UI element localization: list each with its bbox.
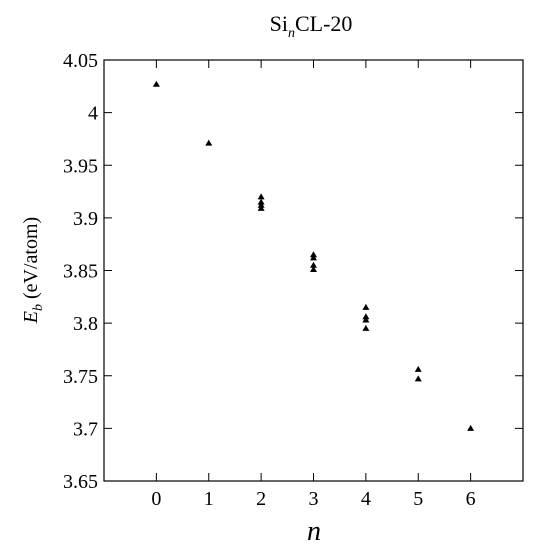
y-tick-label: 3.95 bbox=[63, 155, 98, 177]
x-tick-label: 5 bbox=[413, 488, 423, 510]
data-point-triangle bbox=[257, 198, 265, 205]
y-tick-label: 3.85 bbox=[63, 261, 98, 283]
x-tick-label: 6 bbox=[466, 488, 476, 510]
data-point-triangle bbox=[362, 313, 370, 320]
chart-title: SinCL-20 bbox=[270, 11, 353, 41]
chart-title-prefix: Si bbox=[270, 11, 288, 36]
x-axis: 0 1 2 3 4 5 6 bbox=[151, 60, 476, 510]
y-axis: 3.65 3.7 3.75 3.8 3.85 3.9 3.95 4 4.05 bbox=[63, 50, 523, 493]
data-point-triangle bbox=[257, 201, 265, 208]
data-point-triangle bbox=[257, 193, 265, 200]
y-axis-label-unit: (eV/atom) bbox=[20, 217, 42, 304]
data-point-triangle bbox=[310, 261, 317, 268]
y-axis-label-symbol: E bbox=[20, 311, 42, 324]
y-axis-label-subscript: b bbox=[31, 304, 46, 311]
y-tick-label: 3.65 bbox=[63, 471, 98, 493]
x-tick-label: 3 bbox=[309, 488, 319, 510]
data-point-triangle bbox=[152, 80, 160, 87]
data-series bbox=[152, 80, 475, 431]
data-point-triangle bbox=[205, 139, 213, 146]
y-tick-label: 3.8 bbox=[73, 313, 98, 335]
x-tick-label: 2 bbox=[256, 488, 266, 510]
y-tick-label: 4 bbox=[88, 103, 98, 125]
chart-title-suffix: CL-20 bbox=[295, 11, 352, 36]
y-tick-label: 3.75 bbox=[63, 366, 98, 388]
data-point-triangle bbox=[310, 251, 317, 258]
data-point-triangle bbox=[467, 424, 475, 431]
y-axis-label: Eb (eV/atom) bbox=[20, 217, 46, 324]
data-point-triangle bbox=[362, 316, 370, 323]
data-point-triangle bbox=[310, 265, 317, 272]
y-tick-label: 3.7 bbox=[73, 418, 98, 440]
data-point-triangle bbox=[257, 204, 265, 211]
data-point-triangle bbox=[362, 324, 370, 331]
x-tick-label: 1 bbox=[204, 488, 214, 510]
x-tick-label: 0 bbox=[151, 488, 161, 510]
data-point-triangle bbox=[310, 254, 317, 261]
data-point-triangle bbox=[414, 375, 422, 382]
data-point-triangle bbox=[362, 303, 370, 310]
y-tick-label: 4.05 bbox=[63, 50, 98, 72]
data-point-triangle bbox=[414, 365, 422, 372]
y-tick-label: 3.9 bbox=[73, 208, 98, 230]
chart-title-subscript: n bbox=[288, 26, 295, 41]
x-axis-label: n bbox=[307, 516, 321, 547]
x-tick-label: 4 bbox=[361, 488, 371, 510]
